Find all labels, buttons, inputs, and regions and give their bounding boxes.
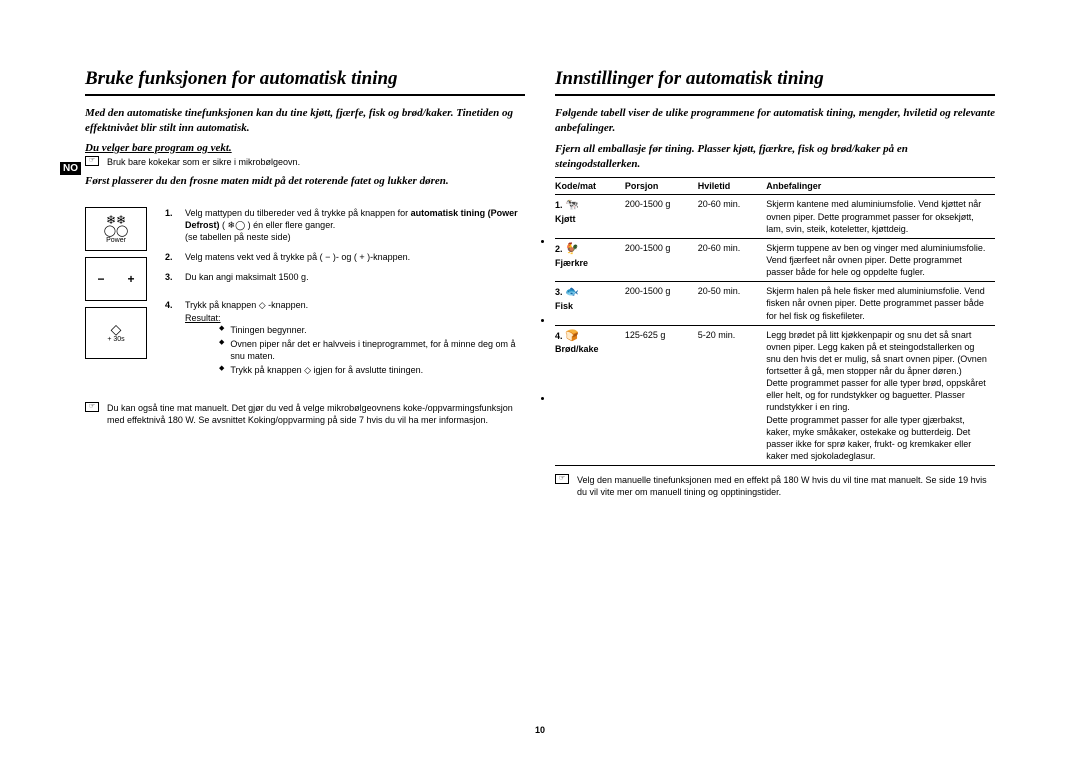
- row1-num: 1.: [555, 200, 563, 210]
- step-4-text: Trykk på knappen ◇ -knappen.: [185, 300, 308, 310]
- row3-name: Fisk: [555, 301, 573, 311]
- left-footnote-text: Du kan også tine mat manuelt. Det gjør d…: [107, 402, 525, 426]
- note-icon: ☞: [555, 474, 569, 484]
- fish-icon: 🐟: [565, 286, 579, 298]
- row3-num: 3.: [555, 287, 563, 297]
- step-2-num: 2.: [165, 251, 179, 263]
- plus-icon: +: [127, 272, 134, 286]
- step-4-result-label: Resultat:: [185, 313, 221, 323]
- row3-portion: 200-1500 g: [625, 282, 698, 325]
- panel-power-label: Power: [106, 237, 126, 244]
- table-body: 1. 🐄 Kjøtt 200-1500 g 20-60 min. Skjerm k…: [555, 195, 995, 466]
- snowflake-icon: ❄❄: [106, 214, 126, 226]
- panel-power-defrost: ❄❄ ◯◯ Power: [85, 207, 147, 251]
- right-column: Innstillinger for automatisk tining Følg…: [555, 68, 995, 498]
- left-intro: Med den automatiske tinefunksjonen kan d…: [85, 106, 525, 136]
- bullet-2: Ovnen piper når det er halvveis i tinepr…: [230, 338, 525, 362]
- row2-portion: 200-1500 g: [625, 238, 698, 281]
- step-2: 2. Velg matens vekt ved å trykke på ( − …: [165, 251, 525, 263]
- right-footnote: ☞ Velg den manuelle tinefunksjonen med e…: [555, 474, 995, 498]
- step-1-text-c: (se tabellen på neste side): [185, 232, 291, 242]
- table-row: 4. 🍞 Brød/kake 125-625 g 5-20 min. Legg b…: [555, 325, 995, 466]
- left-column: Bruke funksjonen for automatisk tining M…: [85, 68, 525, 498]
- left-note-text: Bruk bare kokekar som er sikre i mikrobø…: [107, 156, 300, 168]
- right-intro-2: Fjern all emballasje før tining. Plasser…: [555, 142, 995, 172]
- poultry-icon: 🐓: [565, 243, 579, 255]
- diamond-icon: ◇: [111, 322, 122, 336]
- row4-portion: 125-625 g: [625, 325, 698, 466]
- right-footnote-text: Velg den manuelle tinefunksjonen med en …: [577, 474, 995, 498]
- row2-num: 2.: [555, 244, 563, 254]
- step-1-num: 1.: [165, 207, 179, 243]
- step-2-text: Velg matens vekt ved å trykke på ( − )- …: [185, 251, 525, 263]
- row4-num: 4.: [555, 331, 563, 341]
- row4-name: Brød/kake: [555, 344, 599, 354]
- row1-rest: 20-60 min.: [698, 195, 766, 238]
- row1-portion: 200-1500 g: [625, 195, 698, 238]
- panel-step-group: ❄❄ ◯◯ Power − + ◇ + 30s 1.: [85, 207, 525, 387]
- page-number: 10: [0, 725, 1080, 735]
- left-title: Bruke funksjonen for automatisk tining: [85, 68, 525, 96]
- column-divider-dots: [540, 240, 544, 400]
- right-title: Innstillinger for automatisk tining: [555, 68, 995, 96]
- th-rest: Hviletid: [698, 178, 766, 195]
- left-subhead: Du velger bare program og vekt.: [85, 142, 525, 154]
- th-portion: Porsjon: [625, 178, 698, 195]
- th-rec: Anbefalinger: [766, 178, 995, 195]
- row3-rest: 20-50 min.: [698, 282, 766, 325]
- control-panels: ❄❄ ◯◯ Power − + ◇ + 30s: [85, 207, 155, 387]
- row2-rec: Skjerm tuppene av ben og vinger med alum…: [766, 238, 995, 281]
- step-4-num: 4.: [165, 299, 179, 378]
- minus-icon: −: [97, 272, 104, 286]
- row1-rec: Skjerm kantene med aluminiumsfolie. Vend…: [766, 195, 995, 238]
- panel-plus-minus: − +: [85, 257, 147, 301]
- row2-name: Fjærkre: [555, 258, 588, 268]
- step-3-text: Du kan angi maksimalt 1500 g.: [185, 271, 525, 283]
- row4-rest: 5-20 min.: [698, 325, 766, 466]
- table-row: 3. 🐟 Fisk 200-1500 g 20-50 min. Skjerm ha…: [555, 282, 995, 325]
- right-intro-1: Følgende tabell viser de ulike programme…: [555, 106, 995, 136]
- bread-icon: 🍞: [565, 330, 579, 342]
- row1-name: Kjøtt: [555, 214, 576, 224]
- left-note: ☞ Bruk bare kokekar som er sikre i mikro…: [85, 156, 525, 168]
- meat-icon: 🐄: [565, 199, 579, 211]
- th-code: Kode/mat: [555, 178, 625, 195]
- step-1-text-b: ( ❄◯ ) én eller flere ganger.: [222, 220, 335, 230]
- panel-start: ◇ + 30s: [85, 307, 147, 359]
- note-icon: ☞: [85, 402, 99, 412]
- row3-rec: Skjerm halen på hele fisker med aluminiu…: [766, 282, 995, 325]
- language-badge: NO: [60, 162, 81, 175]
- row2-rest: 20-60 min.: [698, 238, 766, 281]
- steps-list: 1. Velg mattypen du tilbereder ved å try…: [165, 207, 525, 387]
- step-4-bullets: Tiningen begynner. Ovnen piper når det e…: [219, 324, 525, 377]
- bullet-3: Trykk på knappen ◇ igjen for å avslutte …: [230, 364, 423, 376]
- step-3-num: 3.: [165, 271, 179, 283]
- step-4: 4. Trykk på knappen ◇ -knappen. Resultat…: [165, 299, 525, 378]
- table-row: 1. 🐄 Kjøtt 200-1500 g 20-60 min. Skjerm k…: [555, 195, 995, 238]
- row4-rec: Legg brødet på litt kjøkkenpapir og snu …: [766, 325, 995, 466]
- left-paragraph: Først plasserer du den frosne maten midt…: [85, 174, 525, 189]
- panel-start-label: + 30s: [107, 336, 124, 343]
- step-1-text-a: Velg mattypen du tilbereder ved å trykke…: [185, 208, 411, 218]
- step-1: 1. Velg mattypen du tilbereder ved å try…: [165, 207, 525, 243]
- defrost-table: Kode/mat Porsjon Hviletid Anbefalinger 1…: [555, 177, 995, 466]
- step-3: 3. Du kan angi maksimalt 1500 g.: [165, 271, 525, 283]
- bullet-1: Tiningen begynner.: [230, 324, 306, 336]
- droplet-icon: ◯◯: [104, 226, 129, 237]
- left-footnote: ☞ Du kan også tine mat manuelt. Det gjør…: [85, 402, 525, 426]
- table-row: 2. 🐓 Fjærkre 200-1500 g 20-60 min. Skjerm…: [555, 238, 995, 281]
- note-icon: ☞: [85, 156, 99, 166]
